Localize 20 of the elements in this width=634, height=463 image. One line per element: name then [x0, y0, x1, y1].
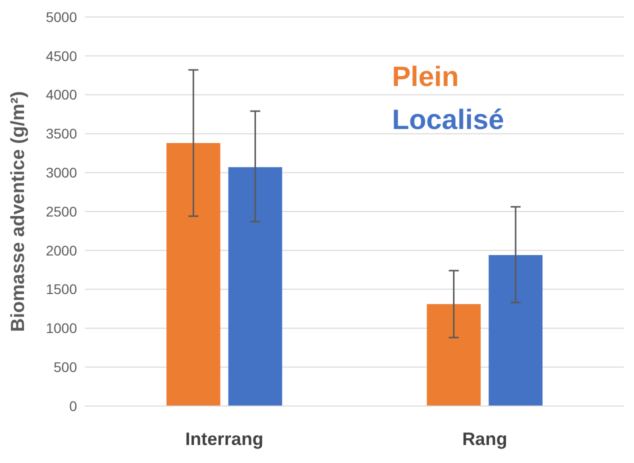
x-tick-label: Interrang	[185, 429, 264, 449]
y-tick-label: 2500	[46, 203, 78, 220]
bar	[166, 143, 220, 406]
y-tick-label: 500	[54, 359, 78, 375]
y-tick-label: 5000	[46, 8, 78, 25]
bar	[488, 255, 543, 406]
bar	[426, 304, 481, 406]
text: Localisé	[392, 104, 504, 135]
y-tick-label: 3000	[46, 164, 78, 180]
bar	[228, 167, 282, 406]
y-tick-label: 4000	[46, 86, 78, 103]
y-tick-label: 0	[69, 398, 78, 414]
y-tick-label: 3500	[46, 126, 78, 142]
y-tick-label: 4500	[46, 48, 78, 64]
y-tick-label: 1000	[46, 320, 78, 336]
y-axis-title: Biomasse adventice (g/m²)	[8, 91, 29, 332]
x-tick-label: Rang	[462, 429, 508, 449]
y-tick-label: 1500	[46, 281, 78, 298]
y-tick-label: 2000	[46, 242, 78, 258]
text: Plein	[392, 61, 459, 92]
